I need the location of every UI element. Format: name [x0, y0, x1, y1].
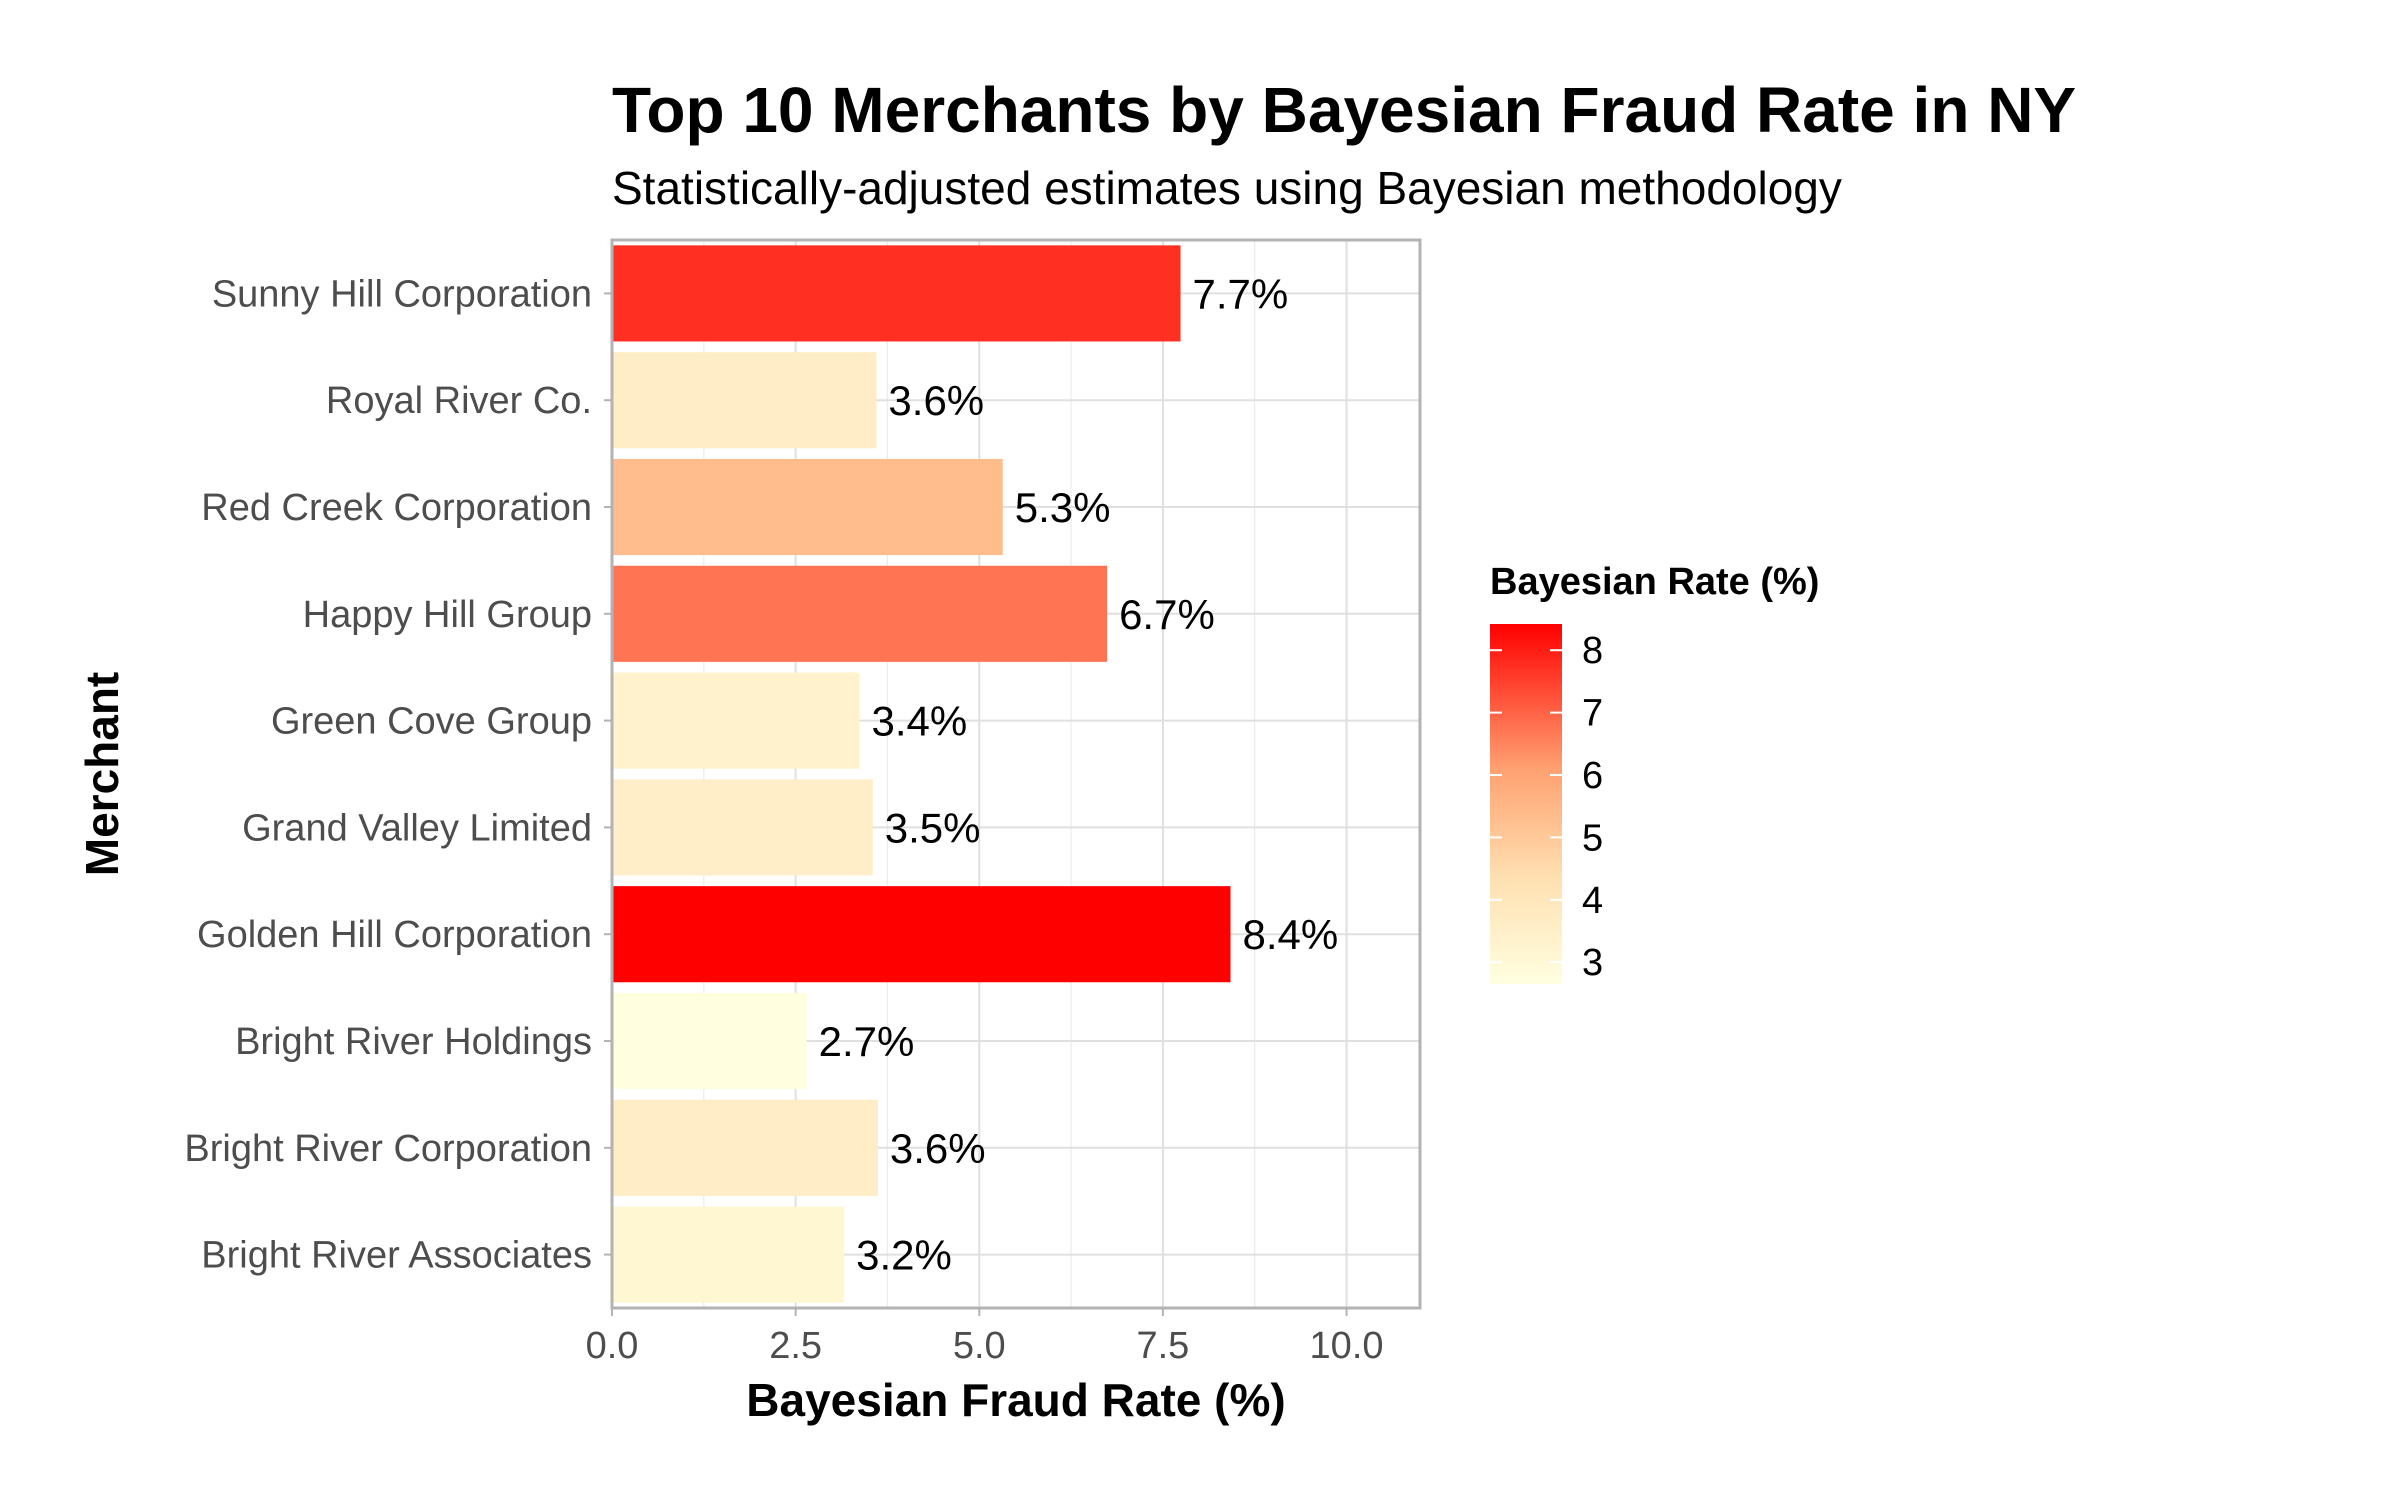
legend-tick-label: 3 [1582, 942, 1603, 984]
y-axis-tick-labels: Sunny Hill Corporation Royal River Co. Red… [184, 273, 612, 1277]
bar [612, 886, 1231, 983]
legend-tick-label: 6 [1582, 755, 1603, 797]
data-label: 6.7% [1119, 591, 1215, 638]
data-label: 3.2% [856, 1232, 952, 1279]
x-axis-tick-labels: 0.0 2.5 5.0 7.5 10.0 [586, 1308, 1384, 1367]
x-tick-label: 5.0 [953, 1325, 1006, 1367]
x-axis-title: Bayesian Fraud Rate (%) [746, 1374, 1285, 1426]
legend-colorbar [1490, 624, 1562, 984]
y-tick-label: Happy Hill Group [303, 594, 592, 636]
data-label: 8.4% [1242, 911, 1338, 958]
legend: Bayesian Rate (%) 8 7 6 5 4 3 [1490, 561, 1819, 984]
legend-tick-label: 7 [1582, 693, 1603, 735]
x-tick-label: 0.0 [586, 1325, 639, 1367]
bar [612, 779, 873, 876]
plot-area: 7.7% 3.6% 5.3% 6.7% 3.4% 3.5% 8.4% 2.7% 3.6% 3.2% [610, 238, 1422, 1310]
legend-ticks: 8 7 6 5 4 3 [1490, 630, 1603, 984]
data-label: 3.6% [890, 1125, 986, 1172]
legend-tick-label: 8 [1582, 630, 1603, 672]
y-tick-label: Bright River Corporation [184, 1128, 592, 1170]
x-tick-label: 10.0 [1310, 1325, 1384, 1367]
y-tick-label: Bright River Associates [201, 1235, 592, 1277]
data-label: 5.3% [1015, 484, 1111, 531]
legend-tick-label: 4 [1582, 880, 1603, 922]
chart-title: Top 10 Merchants by Bayesian Fraud Rate … [612, 74, 2076, 146]
legend-title: Bayesian Rate (%) [1490, 561, 1819, 603]
x-tick-label: 2.5 [769, 1325, 822, 1367]
bar [612, 352, 877, 449]
y-tick-label: Red Creek Corporation [201, 487, 592, 529]
bar [612, 1206, 845, 1303]
bar [612, 992, 807, 1090]
x-tick-label: 7.5 [1136, 1325, 1189, 1367]
plot-border [610, 238, 1422, 1310]
bars [612, 245, 1231, 1303]
data-labels: 7.7% 3.6% 5.3% 6.7% 3.4% 3.5% 8.4% 2.7% 3.6% 3.2% [819, 270, 1339, 1278]
bar [612, 245, 1181, 342]
bar [612, 1099, 878, 1196]
data-label: 3.4% [872, 698, 968, 745]
bar [612, 565, 1108, 662]
y-tick-label: Grand Valley Limited [242, 807, 592, 849]
chart-subtitle: Statistically-adjusted estimates using B… [612, 162, 1842, 214]
legend-tick-label: 5 [1582, 817, 1603, 859]
data-label: 3.5% [885, 804, 981, 851]
y-tick-label: Bright River Holdings [235, 1021, 592, 1063]
y-tick-label: Sunny Hill Corporation [212, 273, 592, 315]
data-label: 3.6% [888, 377, 984, 424]
data-label: 2.7% [819, 1018, 915, 1065]
y-tick-label: Royal River Co. [326, 380, 592, 422]
data-label: 7.7% [1193, 270, 1289, 317]
y-tick-label: Golden Hill Corporation [197, 914, 592, 956]
bar [612, 672, 860, 769]
bar [612, 458, 1003, 556]
y-axis-title: Merchant [76, 672, 128, 876]
y-tick-label: Green Cove Group [271, 701, 592, 743]
